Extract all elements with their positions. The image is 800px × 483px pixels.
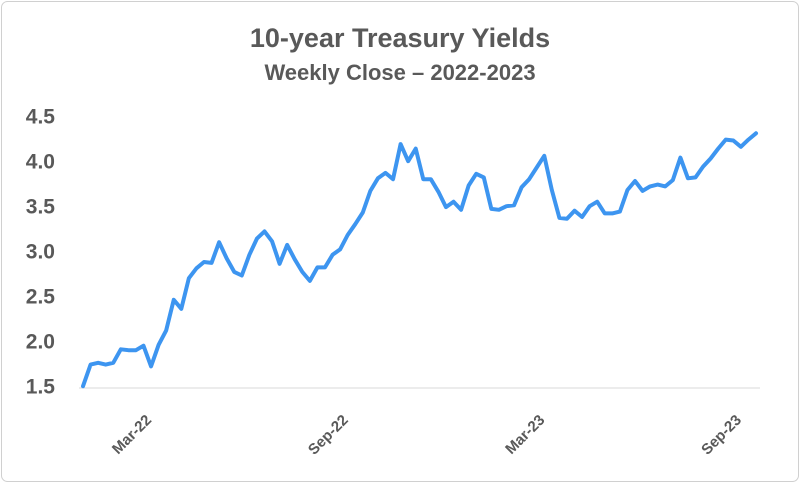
- y-tick-label: 3.5: [26, 196, 56, 219]
- y-tick-label: 3.0: [26, 241, 55, 264]
- y-tick-label: 1.5: [26, 376, 56, 399]
- y-tick-label: 2.5: [26, 286, 56, 309]
- line-series: [81, 131, 758, 389]
- chart-subtitle: Weekly Close – 2022-2023: [264, 60, 535, 85]
- y-tick-label: 4.0: [26, 151, 55, 174]
- chart-title: 10-year Treasury Yields: [250, 23, 550, 53]
- y-tick-label: 2.0: [26, 331, 55, 354]
- y-tick-label: 4.5: [26, 106, 56, 129]
